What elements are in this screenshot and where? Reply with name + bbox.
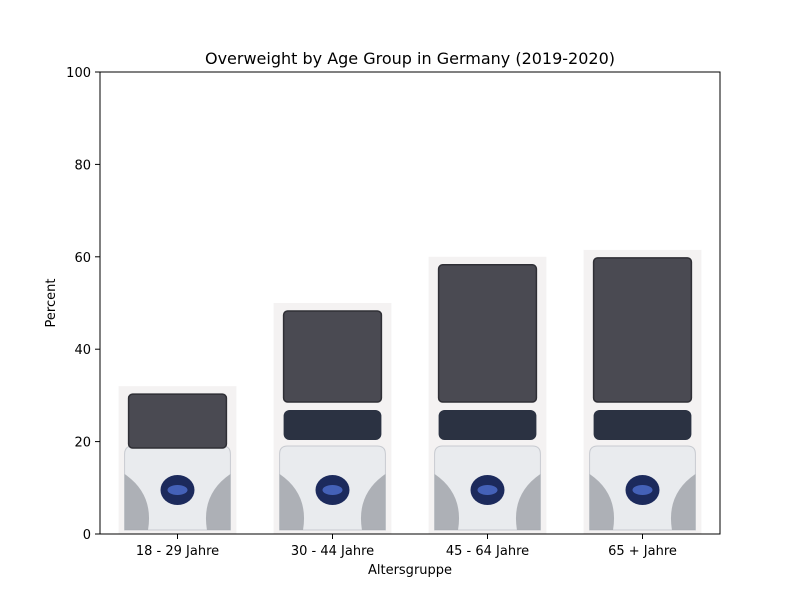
y-tick-label: 20 — [74, 436, 91, 451]
bathroom-scale-icon — [589, 257, 696, 531]
y-axis-label: Percent — [44, 279, 59, 328]
scale-pad — [592, 257, 693, 403]
scale-base-right — [670, 474, 696, 530]
scale-base-left — [589, 474, 615, 530]
scale-display — [593, 410, 692, 440]
scale-pad — [282, 310, 383, 403]
bar — [583, 249, 702, 534]
x-axis-label: Altersgruppe — [368, 563, 452, 578]
scale-base-right — [515, 474, 541, 530]
plot-frame — [99, 71, 721, 535]
scale-display — [283, 410, 382, 440]
y-tick-label: 100 — [66, 66, 91, 81]
bar — [428, 256, 547, 534]
bathroom-scale-icon — [124, 393, 231, 531]
bar — [118, 386, 237, 534]
scale-base-left — [279, 474, 305, 530]
y-tick-label: 40 — [74, 343, 91, 358]
y-tick-label: 60 — [74, 251, 91, 266]
scale-base-left — [124, 474, 150, 530]
bathroom-scale-icon — [279, 310, 386, 531]
scale-display — [438, 410, 537, 440]
plot-area — [118, 249, 702, 534]
scale-button-glow — [477, 485, 498, 495]
x-tick-label: 30 - 44 Jahre — [291, 544, 374, 559]
scale-pad — [437, 264, 538, 403]
x-tick-label: 45 - 64 Jahre — [446, 544, 529, 559]
x-axis: 18 - 29 Jahre 30 - 44 Jahre 45 - 64 Jahre 6… — [136, 534, 677, 559]
scale-base-right — [205, 474, 231, 530]
bar — [273, 303, 392, 534]
y-tick-label: 0 — [83, 528, 91, 543]
scale-button-glow — [632, 485, 653, 495]
chart-title: Overweight by Age Group in Germany (2019… — [205, 49, 615, 68]
scale-base-left — [434, 474, 460, 530]
scale-pad — [127, 393, 228, 449]
scale-button-glow — [167, 485, 188, 495]
scale-button-glow — [322, 485, 343, 495]
x-tick-label: 65 + Jahre — [608, 544, 677, 559]
x-tick-label: 18 - 29 Jahre — [136, 544, 219, 559]
bathroom-scale-icon — [434, 264, 541, 531]
y-tick-label: 80 — [74, 158, 91, 173]
scale-base-right — [360, 474, 386, 530]
y-axis: 0 20 40 60 80 100 — [66, 66, 100, 543]
